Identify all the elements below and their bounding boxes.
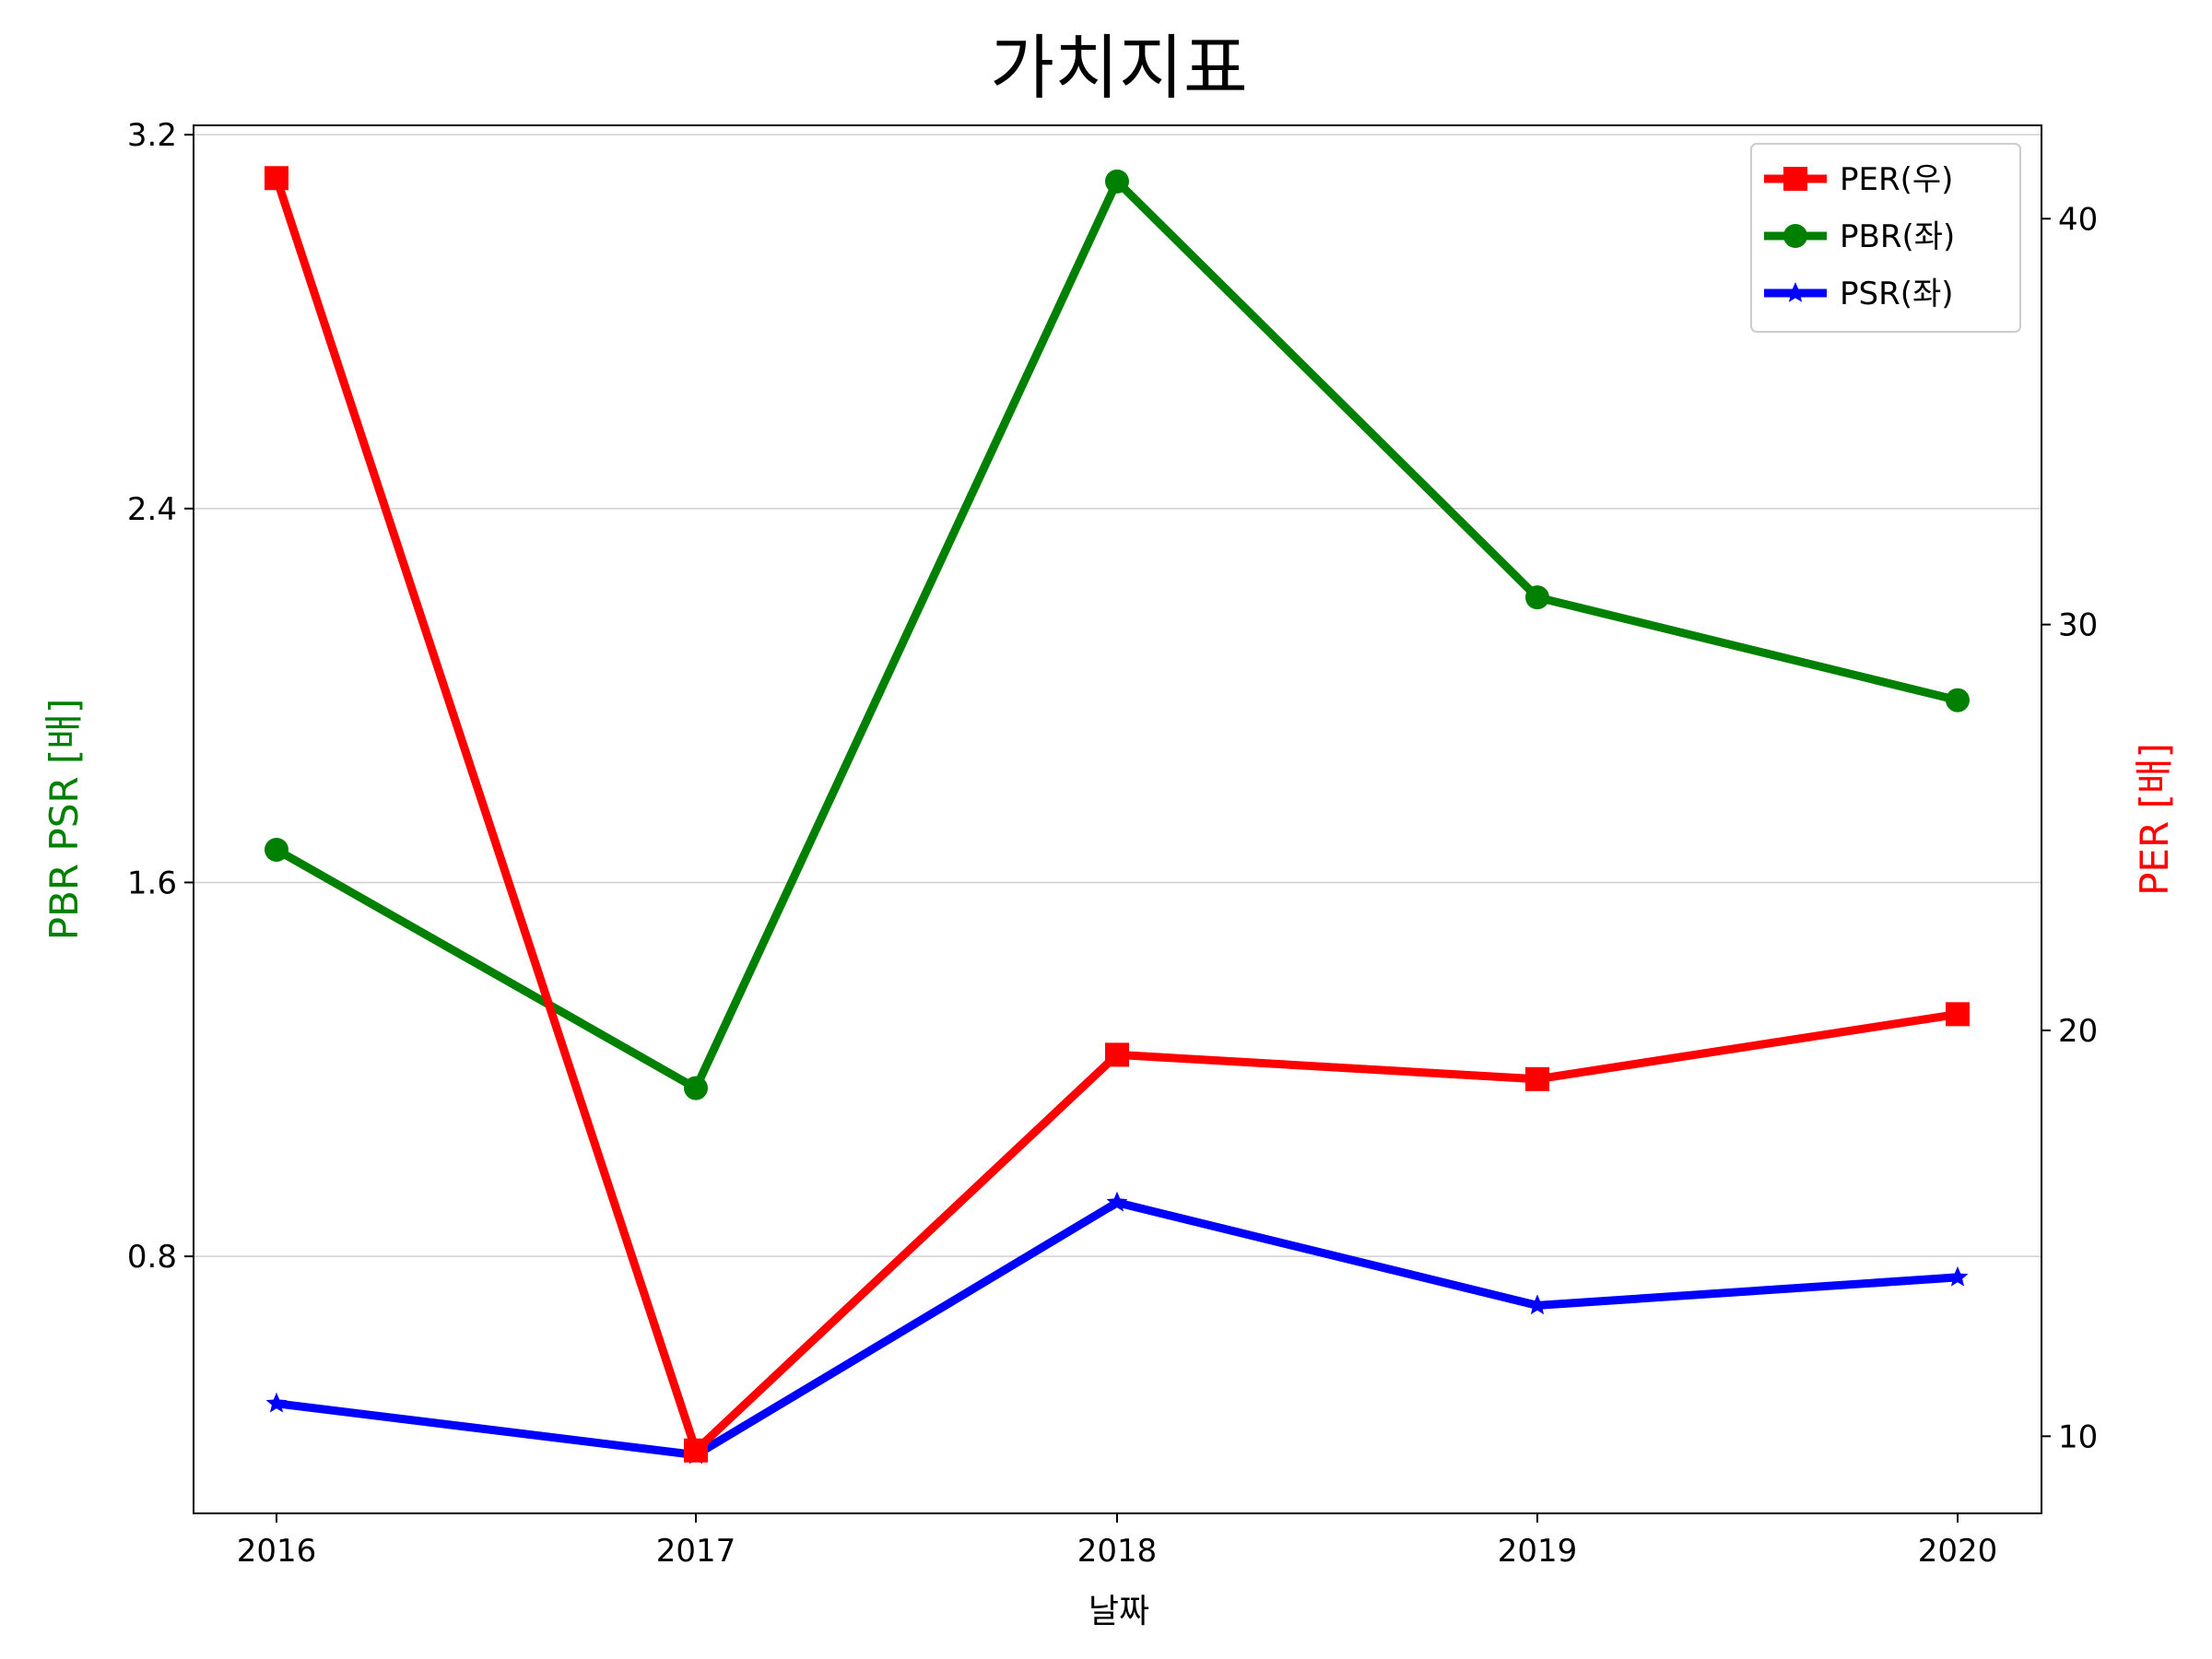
pbr-point <box>1525 585 1549 610</box>
psr-point <box>265 1392 288 1413</box>
right-tick-label: 30 <box>2058 607 2098 644</box>
left-tick-label: 3.2 <box>127 117 177 154</box>
per-point <box>1525 1066 1549 1091</box>
psr-point <box>1526 1294 1548 1315</box>
right-tick-label: 40 <box>2058 201 2098 238</box>
series-layer <box>265 166 1970 1465</box>
right-axis-label: PER [배] <box>2132 743 2177 896</box>
left-tick-label: 0.8 <box>127 1239 177 1276</box>
per-point <box>265 166 288 191</box>
pbr-point <box>265 837 288 862</box>
per-point <box>684 1438 708 1463</box>
psr-series <box>265 1191 1969 1465</box>
pbr-point <box>1946 688 1970 712</box>
psr-point <box>1106 1191 1128 1212</box>
chart-title: 가치지표 <box>990 27 1248 109</box>
left-tick-label: 2.4 <box>127 491 177 528</box>
psr-legend-label: PSR(좌) <box>1840 276 1954 312</box>
legend-box <box>1750 143 2021 333</box>
x-tick-label: 2016 <box>237 1533 317 1570</box>
per-legend-label: PER(우) <box>1840 161 1953 198</box>
plot-border <box>193 124 2042 1514</box>
per-legend-marker <box>1783 167 1807 191</box>
right-tick-label: 20 <box>2058 1013 2098 1050</box>
x-tick-label: 2019 <box>1498 1533 1578 1570</box>
per-point <box>1946 1002 1970 1027</box>
chart-legend: PER(우) PBR(좌) PSR(좌) <box>1750 143 2021 333</box>
per-series <box>265 166 1970 1463</box>
left-tick-label: 1.6 <box>127 865 177 901</box>
per-line <box>272 176 1959 1455</box>
grid-lines <box>194 134 2041 1257</box>
pbr-point <box>1105 169 1129 194</box>
x-tick-label: 2018 <box>1077 1533 1158 1570</box>
left-axis-label: PBR PSR [배] <box>41 699 87 941</box>
right-axis-ticks: 10 20 30 40 <box>2041 201 2098 1455</box>
plot-frame <box>193 124 2042 1514</box>
per-point <box>1105 1042 1129 1067</box>
pbr-legend-marker <box>1783 224 1807 248</box>
pbr-series <box>265 169 1970 1100</box>
pbr-legend-label: PBR(좌) <box>1840 218 1955 255</box>
left-axis-ticks: 0.8 1.6 2.4 3.2 <box>127 117 194 1276</box>
x-axis-label: 날짜 <box>1088 1593 1149 1630</box>
psr-point <box>1947 1265 1969 1287</box>
x-axis-ticks: 2016 2017 2018 2019 2020 <box>237 1513 1998 1570</box>
psr-line <box>276 1198 1959 1460</box>
x-tick-label: 2020 <box>1918 1533 1998 1570</box>
x-tick-label: 2017 <box>656 1533 736 1570</box>
pbr-point <box>684 1076 708 1100</box>
right-tick-label: 10 <box>2058 1418 2098 1455</box>
psr-legend-marker <box>1784 282 1806 302</box>
